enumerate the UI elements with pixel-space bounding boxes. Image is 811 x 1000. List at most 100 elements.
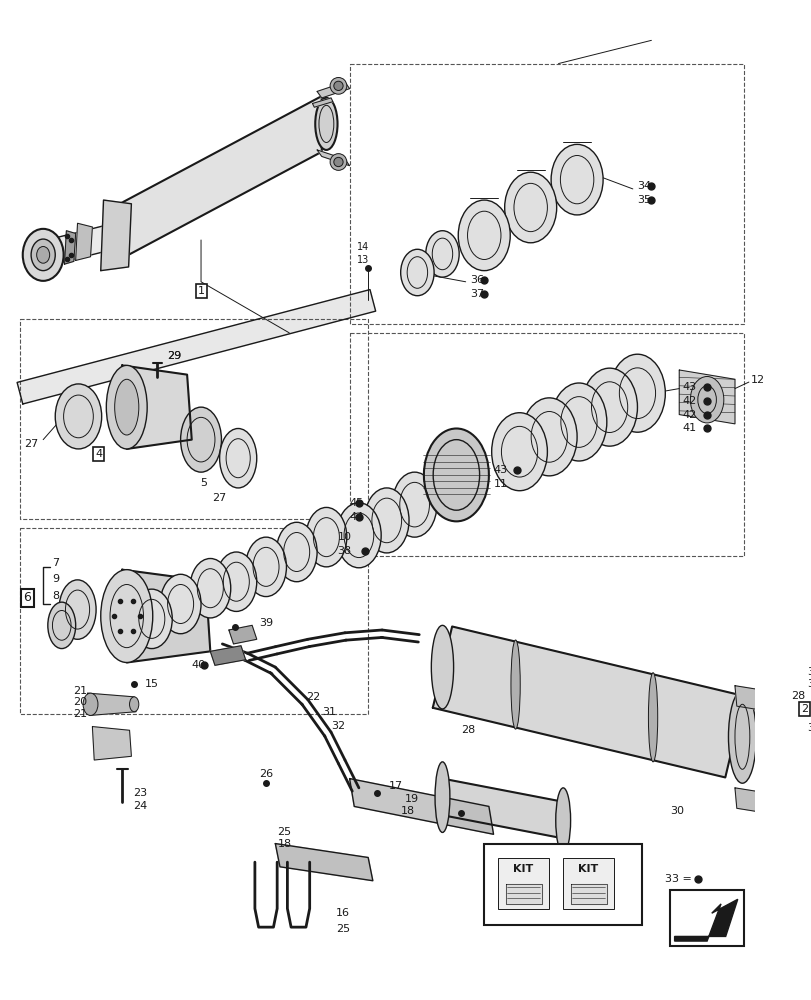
Polygon shape <box>317 82 350 98</box>
Ellipse shape <box>431 625 453 709</box>
Polygon shape <box>734 788 783 816</box>
Ellipse shape <box>609 354 664 432</box>
Text: 17: 17 <box>388 781 402 791</box>
Ellipse shape <box>581 368 637 446</box>
Ellipse shape <box>364 488 409 553</box>
Text: 10: 10 <box>337 532 351 542</box>
Ellipse shape <box>457 200 509 271</box>
Bar <box>563 858 613 909</box>
Polygon shape <box>570 884 606 904</box>
Text: KIT: KIT <box>577 864 598 874</box>
Polygon shape <box>64 231 75 264</box>
Ellipse shape <box>510 640 520 729</box>
Ellipse shape <box>521 398 577 476</box>
Text: KIT: KIT <box>513 864 533 874</box>
Text: 18: 18 <box>400 806 414 816</box>
Text: 21: 21 <box>73 686 87 696</box>
Polygon shape <box>75 223 92 260</box>
Polygon shape <box>442 797 493 834</box>
Ellipse shape <box>23 229 63 281</box>
Ellipse shape <box>114 379 139 435</box>
Ellipse shape <box>131 589 172 649</box>
Text: 24: 24 <box>133 801 148 811</box>
Ellipse shape <box>315 98 337 150</box>
Ellipse shape <box>689 376 723 423</box>
Polygon shape <box>210 646 245 665</box>
Polygon shape <box>442 779 565 839</box>
Text: 13: 13 <box>357 255 369 265</box>
Text: 41: 41 <box>681 423 695 433</box>
Ellipse shape <box>333 157 343 167</box>
Ellipse shape <box>491 413 547 491</box>
Polygon shape <box>17 290 375 404</box>
Ellipse shape <box>504 172 556 243</box>
Ellipse shape <box>55 384 101 449</box>
Ellipse shape <box>48 602 75 649</box>
Text: 16: 16 <box>335 908 350 918</box>
Text: 30: 30 <box>669 806 683 816</box>
Ellipse shape <box>551 383 606 461</box>
Polygon shape <box>88 693 136 715</box>
Text: 31: 31 <box>321 707 335 717</box>
Text: 5: 5 <box>200 478 207 488</box>
Text: 29: 29 <box>166 351 181 361</box>
Text: 3: 3 <box>806 723 811 733</box>
Ellipse shape <box>423 428 488 521</box>
Ellipse shape <box>180 407 221 472</box>
Ellipse shape <box>330 154 346 170</box>
Text: 6: 6 <box>24 591 32 604</box>
Ellipse shape <box>555 788 570 853</box>
Ellipse shape <box>245 537 286 597</box>
Text: 27: 27 <box>24 439 38 449</box>
Text: 32: 32 <box>331 721 345 731</box>
Ellipse shape <box>551 144 603 215</box>
Polygon shape <box>275 844 372 881</box>
Text: 4: 4 <box>95 449 102 459</box>
Ellipse shape <box>130 697 139 712</box>
Polygon shape <box>43 222 118 267</box>
Polygon shape <box>350 779 447 825</box>
Text: 18: 18 <box>277 839 291 849</box>
Polygon shape <box>122 570 210 663</box>
Text: 19: 19 <box>405 794 419 804</box>
Ellipse shape <box>36 246 49 263</box>
Ellipse shape <box>727 690 755 783</box>
Polygon shape <box>734 686 783 714</box>
Text: 25: 25 <box>277 827 291 837</box>
Ellipse shape <box>435 762 449 832</box>
Ellipse shape <box>106 365 147 449</box>
Polygon shape <box>122 365 191 449</box>
Text: 28: 28 <box>790 691 804 701</box>
Ellipse shape <box>425 231 458 277</box>
Text: 9: 9 <box>53 574 59 584</box>
Text: 45: 45 <box>349 498 363 508</box>
Ellipse shape <box>83 693 98 715</box>
Ellipse shape <box>337 503 380 568</box>
Text: 7: 7 <box>53 558 59 568</box>
Polygon shape <box>317 150 350 166</box>
Ellipse shape <box>392 472 436 537</box>
Text: 25: 25 <box>335 924 350 934</box>
Text: 15: 15 <box>145 679 159 689</box>
Text: 23: 23 <box>133 788 147 798</box>
Polygon shape <box>92 727 131 760</box>
Text: 20: 20 <box>73 697 87 707</box>
Text: 32: 32 <box>806 667 811 677</box>
Ellipse shape <box>190 559 230 618</box>
Text: 29: 29 <box>166 351 181 361</box>
Text: 35: 35 <box>637 195 650 205</box>
Text: 42: 42 <box>681 396 695 406</box>
Text: 40: 40 <box>191 660 205 670</box>
Text: 37: 37 <box>470 289 484 299</box>
Text: 43: 43 <box>681 382 695 392</box>
Text: 38: 38 <box>337 546 351 556</box>
Polygon shape <box>432 626 744 777</box>
Ellipse shape <box>31 239 55 271</box>
Polygon shape <box>101 200 131 271</box>
Text: 44: 44 <box>349 512 363 522</box>
Text: 21: 21 <box>73 709 87 719</box>
Ellipse shape <box>160 574 201 634</box>
Text: 28: 28 <box>461 725 474 735</box>
Text: 36: 36 <box>470 275 483 285</box>
Polygon shape <box>229 625 256 644</box>
